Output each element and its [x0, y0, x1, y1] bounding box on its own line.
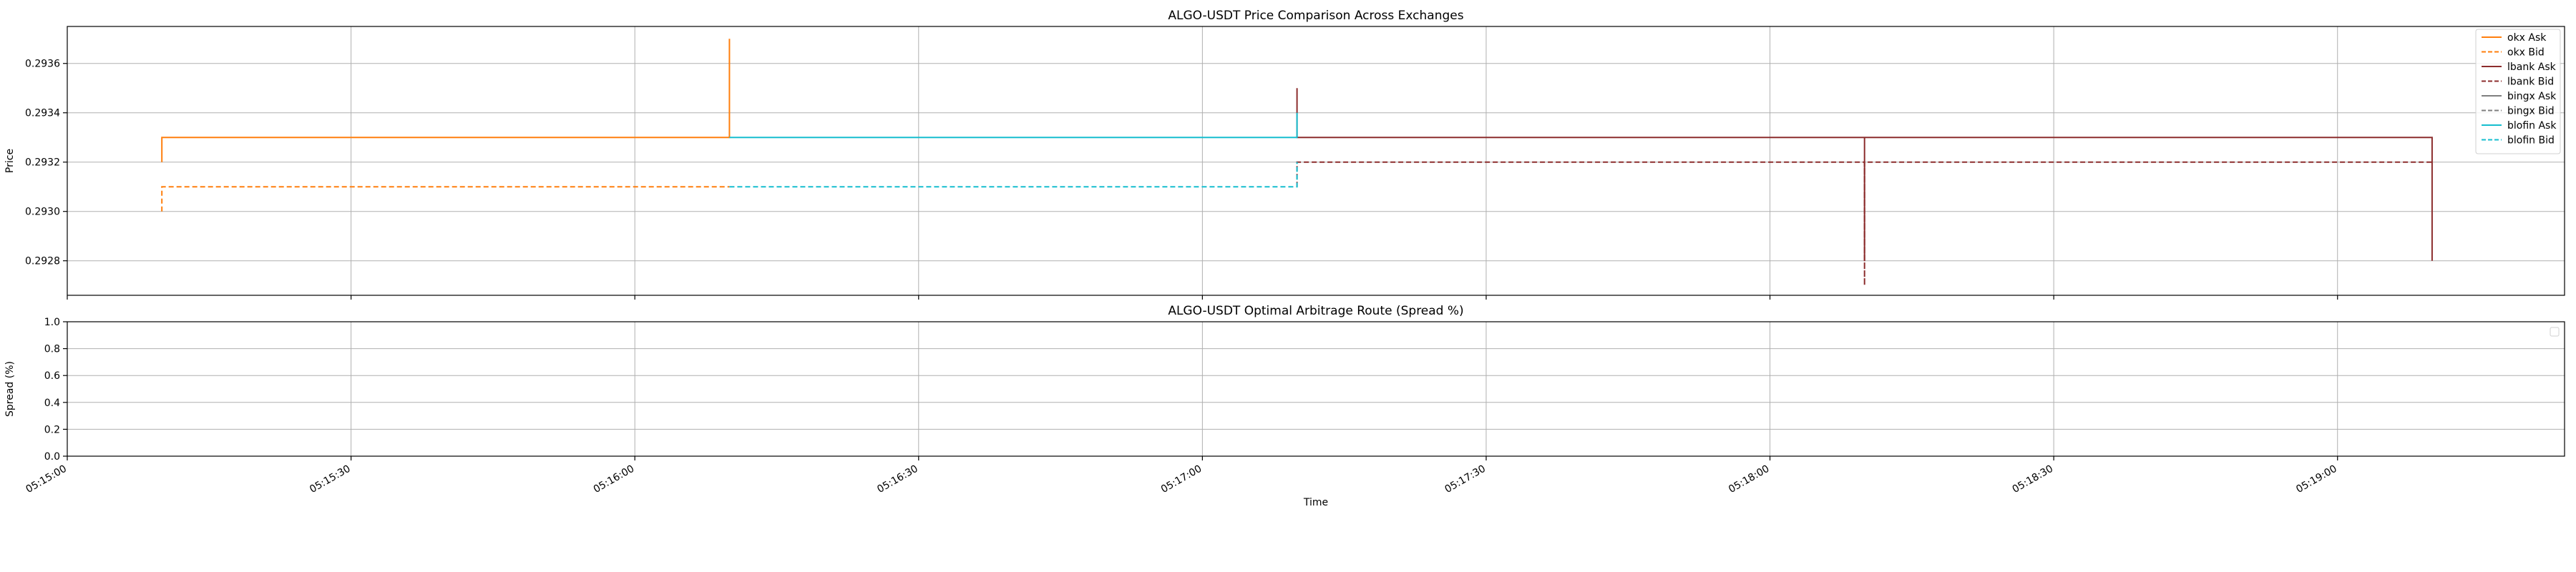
y-tick-label: 0.4	[44, 398, 60, 409]
price-chart: ALGO-USDT Price Comparison Across Exchan…	[4, 9, 2565, 300]
legend-box	[2475, 29, 2561, 154]
price-chart-series	[161, 39, 2433, 286]
legend-label: lbank Ask	[2507, 61, 2557, 73]
y-tick-label: 0.2930	[25, 207, 60, 218]
y-tick-label: 0.0	[44, 451, 60, 463]
spread-chart-x-axis: 05:15:00 05:15:30 05:16:00 05:16:30 05:17:00…	[24, 456, 2339, 495]
y-tick-label: 0.8	[44, 344, 60, 355]
x-tick-label: 05:15:00	[24, 463, 69, 495]
x-tick-label: 05:15:30	[308, 463, 352, 495]
legend-label: blofin Bid	[2507, 135, 2555, 147]
y-tick-label: 1.0	[44, 317, 60, 328]
y-tick-label: 0.6	[44, 370, 60, 382]
x-tick-label: 05:16:00	[592, 463, 636, 495]
spread-chart-frame	[67, 321, 2565, 457]
spread-chart: ALGO-USDT Optimal Arbitrage Route (Sprea…	[4, 304, 2565, 508]
series-blofin-bid	[729, 162, 1298, 188]
series-okx-bid	[161, 186, 730, 212]
y-tick-label: 0.2932	[25, 157, 60, 169]
legend-label: okx Ask	[2507, 32, 2547, 44]
legend-label: bingx Bid	[2507, 106, 2555, 117]
spread-chart-grid	[67, 321, 2565, 457]
price-chart-y-label: Price	[4, 149, 16, 173]
legend-label: blofin Ask	[2507, 120, 2557, 132]
legend-label: okx Bid	[2507, 47, 2545, 59]
x-tick-label: 05:19:00	[2294, 463, 2338, 495]
legend-label: lbank Bid	[2507, 77, 2554, 88]
x-tick-label: 05:17:00	[1159, 463, 1204, 495]
price-chart-title: ALGO-USDT Price Comparison Across Exchan…	[1168, 9, 1463, 23]
price-chart-y-axis: 0.2928 0.2930 0.2932 0.2934 0.2936	[25, 59, 67, 267]
spread-chart-y-axis: 0.0 0.2 0.4 0.6 0.8 1.0	[44, 317, 67, 463]
y-tick-label: 0.2934	[25, 108, 60, 119]
series-lbank-bid	[1296, 161, 2432, 286]
price-chart-x-axis	[67, 295, 2338, 300]
spread-chart-title: ALGO-USDT Optimal Arbitrage Route (Sprea…	[1168, 304, 1463, 318]
x-tick-label: 05:18:00	[1727, 463, 1771, 495]
price-chart-grid	[67, 26, 2565, 295]
x-tick-label: 05:17:30	[1443, 463, 1487, 495]
series-okx-ask	[161, 39, 731, 162]
x-tick-label: 05:16:30	[875, 463, 919, 495]
spread-chart-y-label: Spread (%)	[4, 361, 16, 417]
x-tick-label: 05:18:30	[2011, 463, 2055, 495]
y-tick-label: 0.2	[44, 424, 60, 435]
series-blofin-ask	[729, 112, 1298, 139]
y-tick-label: 0.2928	[25, 256, 60, 267]
legend-label: bingx Ask	[2507, 91, 2557, 102]
spread-chart-x-label: Time	[1303, 497, 1328, 508]
spread-chart-empty-legend	[2550, 327, 2560, 337]
price-chart-legend: okx Ask okx Bid lbank Ask lbank Bid bingx As…	[2475, 29, 2561, 154]
y-tick-label: 0.2936	[25, 59, 60, 70]
price-chart-frame	[67, 26, 2565, 296]
